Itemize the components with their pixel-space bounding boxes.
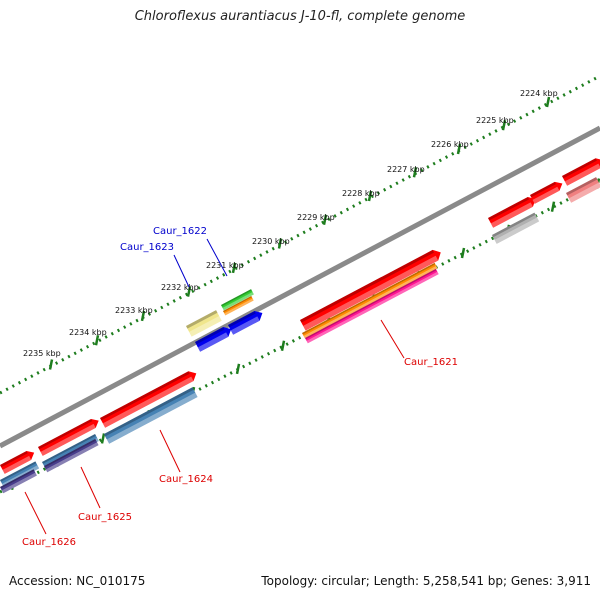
inner-major-tick xyxy=(100,433,106,444)
kbp-label: 2233 kbp xyxy=(115,306,153,315)
caur-1621-leader xyxy=(380,319,405,359)
gene-pink-feature[interactable] xyxy=(566,177,600,203)
gene-upper-red-b[interactable] xyxy=(530,181,563,204)
major-tick xyxy=(367,190,373,202)
kbp-tick-marks xyxy=(10,96,600,491)
major-tick xyxy=(94,334,100,346)
gene-caur-1623[interactable] xyxy=(186,310,222,337)
caur-1622-label: Caur_1622 xyxy=(153,226,207,237)
caur-1623-leader xyxy=(173,254,190,288)
kbp-label: 2232 kbp xyxy=(161,283,199,292)
caur-1621-label: Caur_1621 xyxy=(404,357,458,368)
major-tick xyxy=(186,286,192,297)
caur-1625-label: Caur_1625 xyxy=(78,512,132,523)
inner-dotted-ring xyxy=(0,181,600,494)
gene-callouts: Caur_1621 Caur_1622 Caur_1623 Caur_1624 Caur… xyxy=(22,226,458,548)
kbp-label: 2235 kbp xyxy=(23,349,61,358)
major-tick xyxy=(277,238,283,249)
kbp-label: 2226 kbp xyxy=(431,140,469,149)
gene-caur-1625[interactable] xyxy=(38,418,99,456)
caur-1622-leader xyxy=(206,238,228,277)
caur-1623-label: Caur_1623 xyxy=(120,242,174,253)
gene-caur-1626[interactable] xyxy=(0,450,35,474)
backbone-line xyxy=(0,125,600,449)
gene-magenta-feature[interactable] xyxy=(305,268,439,344)
major-tick xyxy=(231,262,237,274)
caur-1626-label: Caur_1626 xyxy=(22,537,76,548)
inner-major-tick xyxy=(235,363,241,375)
major-tick xyxy=(545,96,551,108)
gene-caur-1622[interactable] xyxy=(221,289,254,311)
kbp-label: 2227 kbp xyxy=(387,165,425,174)
caur-1626-leader xyxy=(24,491,47,535)
gene-caur-1624[interactable] xyxy=(100,371,197,428)
gene-grey-feature[interactable] xyxy=(492,212,540,244)
kbp-labels: 2224 kbp 2225 kbp 2226 kbp 2227 kbp 2228 kbp… xyxy=(23,89,558,358)
outer-dotted-ring xyxy=(0,74,600,395)
kbp-label: 2224 kbp xyxy=(520,89,558,98)
caur-1624-label: Caur_1624 xyxy=(159,474,213,485)
gene-upper-red-c[interactable] xyxy=(562,158,600,186)
inner-major-tick xyxy=(280,340,286,351)
kbp-label: 2225 kbp xyxy=(476,116,514,125)
major-tick xyxy=(412,166,418,178)
gene-steelblue-feature[interactable] xyxy=(104,387,198,444)
accession-text: Accession: NC_010175 xyxy=(9,574,146,588)
major-tick xyxy=(140,310,146,322)
gene-orange-feature[interactable] xyxy=(302,262,438,339)
gene-caur-1621[interactable] xyxy=(300,249,441,331)
gene-orange-small[interactable] xyxy=(223,296,254,316)
gene-blue-b[interactable] xyxy=(228,310,263,335)
inner-major-tick xyxy=(550,201,556,212)
gene-darkslate-edge[interactable] xyxy=(0,469,37,494)
major-tick xyxy=(456,143,462,155)
kbp-label: 2231 kbp xyxy=(206,261,244,270)
major-tick xyxy=(322,214,328,226)
major-tick xyxy=(501,119,507,131)
major-tick xyxy=(48,359,54,370)
gene-features xyxy=(0,158,600,494)
kbp-label: 2228 kbp xyxy=(342,189,380,198)
caur-1625-leader xyxy=(80,466,101,509)
kbp-label: 2229 kbp xyxy=(297,213,335,222)
gene-upper-red-a[interactable] xyxy=(488,196,536,228)
inner-major-tick xyxy=(460,247,466,259)
gene-blue-a[interactable] xyxy=(195,327,232,352)
caur-1624-leader xyxy=(159,429,181,473)
genome-summary-text: Topology: circular; Length: 5,258,541 bp… xyxy=(261,574,591,588)
kbp-label: 2234 kbp xyxy=(69,328,107,337)
gene-darkslate-feature[interactable] xyxy=(44,438,99,473)
map-title: Chloroflexus aurantiacus J-10-fl, comple… xyxy=(134,9,466,24)
kbp-label: 2230 kbp xyxy=(252,237,290,246)
